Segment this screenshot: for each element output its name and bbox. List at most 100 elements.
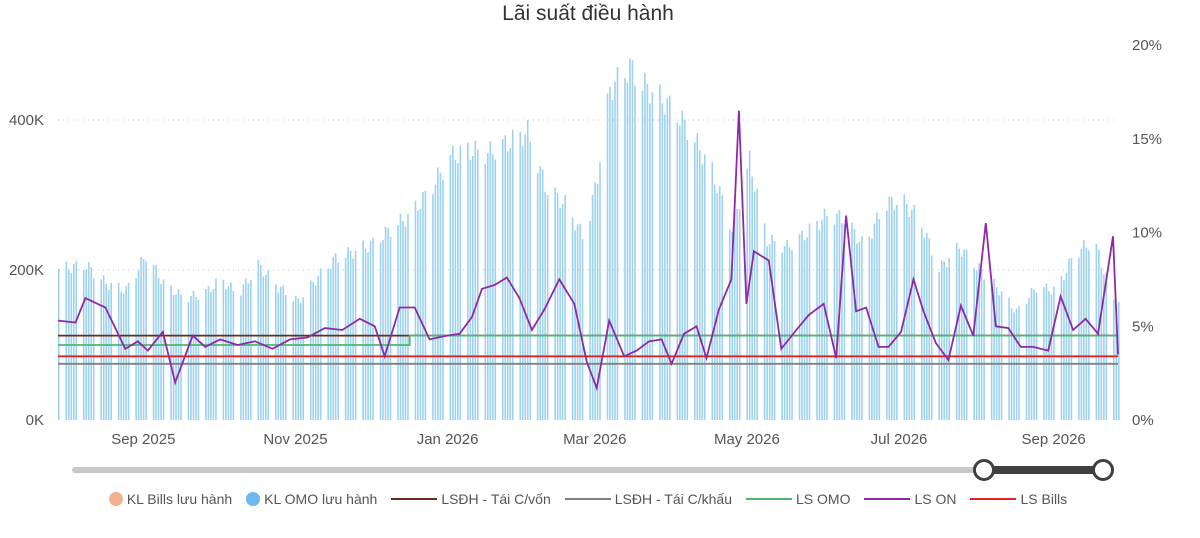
bar: [679, 125, 681, 421]
bar: [452, 145, 454, 420]
bar: [317, 276, 319, 420]
bar: [651, 92, 654, 420]
bar: [609, 86, 611, 420]
bar: [938, 272, 941, 420]
bar: [773, 241, 776, 420]
bar: [242, 284, 245, 420]
x-axis-labels: Sep 2025 Nov 2025 Jan 2026 Mar 2026 May 2026…: [111, 431, 1086, 448]
bar: [945, 267, 948, 420]
bar: [763, 223, 766, 420]
bar: [943, 261, 946, 420]
bar: [843, 224, 846, 420]
range-slider-selection[interactable]: [983, 466, 1101, 474]
bar: [649, 103, 651, 421]
range-slider-end-handle[interactable]: [1092, 459, 1114, 481]
legend-item[interactable]: KL OMO lưu hành: [246, 491, 377, 507]
bar: [751, 176, 753, 420]
bar: [155, 265, 157, 420]
bar: [195, 297, 197, 420]
legend-item[interactable]: LSĐH - Tái C/vốn: [391, 491, 551, 507]
bar: [524, 134, 526, 421]
bar: [1070, 258, 1073, 420]
bar: [384, 226, 387, 420]
bar: [437, 167, 439, 420]
bar: [975, 270, 978, 420]
bar: [771, 234, 773, 420]
legend-item[interactable]: LSĐH - Tái C/khấu: [564, 491, 732, 507]
bar: [561, 203, 564, 420]
bar: [135, 277, 137, 420]
bar: [142, 258, 145, 420]
legend-label: KL Bills lưu hành: [126, 491, 233, 507]
bar: [274, 284, 277, 420]
bar: [995, 287, 998, 420]
bar: [489, 141, 492, 420]
bar: [908, 216, 911, 420]
line-series-on: [57, 110, 1119, 392]
legend-line-icon: [391, 498, 438, 500]
bar: [227, 286, 230, 420]
legend-item[interactable]: LS Bills: [970, 491, 1067, 507]
legend: KL Bills lưu hành KL OMO lưu hành LSĐH - T…: [0, 487, 1176, 511]
bar: [177, 289, 180, 420]
legend-item[interactable]: KL Bills lưu hành: [108, 491, 233, 507]
bar: [998, 295, 1000, 420]
bar: [594, 182, 596, 420]
y-tick-label: 200K: [9, 262, 44, 279]
bar: [556, 192, 559, 420]
bar: [728, 229, 731, 420]
bar: [294, 295, 297, 420]
bar: [980, 268, 983, 420]
bar: [868, 236, 871, 420]
bar: [1043, 287, 1045, 420]
bar: [257, 259, 260, 420]
bar: [856, 243, 858, 420]
bar: [736, 209, 738, 420]
bar: [87, 261, 90, 420]
bar: [841, 223, 843, 420]
line-ls-on: [57, 110, 1119, 392]
bar: [806, 237, 808, 420]
legend-item[interactable]: LS ON: [864, 491, 956, 507]
bar: [821, 220, 823, 420]
legend-label: LSĐH - Tái C/vốn: [441, 491, 551, 507]
bar: [721, 195, 724, 420]
x-tick-label: Sep 2025: [111, 431, 175, 448]
bar: [265, 274, 267, 420]
bar: [958, 248, 960, 420]
bar: [718, 186, 721, 420]
bar: [659, 84, 661, 421]
bar: [379, 242, 382, 420]
bar: [362, 240, 364, 420]
legend-dot-icon: [246, 492, 261, 506]
bar: [606, 93, 609, 421]
bar: [454, 160, 457, 420]
bar: [546, 194, 549, 420]
legend-dot-icon: [108, 492, 123, 506]
bar: [1060, 276, 1063, 420]
bar: [337, 262, 339, 420]
range-slider-track[interactable]: [72, 467, 1107, 473]
bar: [467, 142, 469, 420]
bar: [539, 166, 541, 420]
bar: [973, 267, 975, 420]
bar: [75, 261, 78, 420]
legend-item[interactable]: LS OMO: [746, 491, 850, 507]
bar: [407, 213, 409, 420]
x-tick-label: Jul 2026: [871, 431, 928, 448]
bar: [459, 145, 462, 421]
bar: [851, 222, 853, 420]
bar: [541, 169, 544, 420]
bar: [474, 140, 477, 420]
bar: [753, 191, 756, 420]
bar: [808, 223, 811, 420]
bar: [344, 257, 347, 420]
bar: [529, 141, 531, 420]
bar: [65, 261, 68, 420]
range-slider-start-handle[interactable]: [973, 459, 995, 481]
bar: [701, 164, 704, 420]
bar: [684, 119, 686, 421]
bar: [783, 246, 786, 420]
bar: [681, 110, 684, 421]
bar: [117, 282, 120, 420]
